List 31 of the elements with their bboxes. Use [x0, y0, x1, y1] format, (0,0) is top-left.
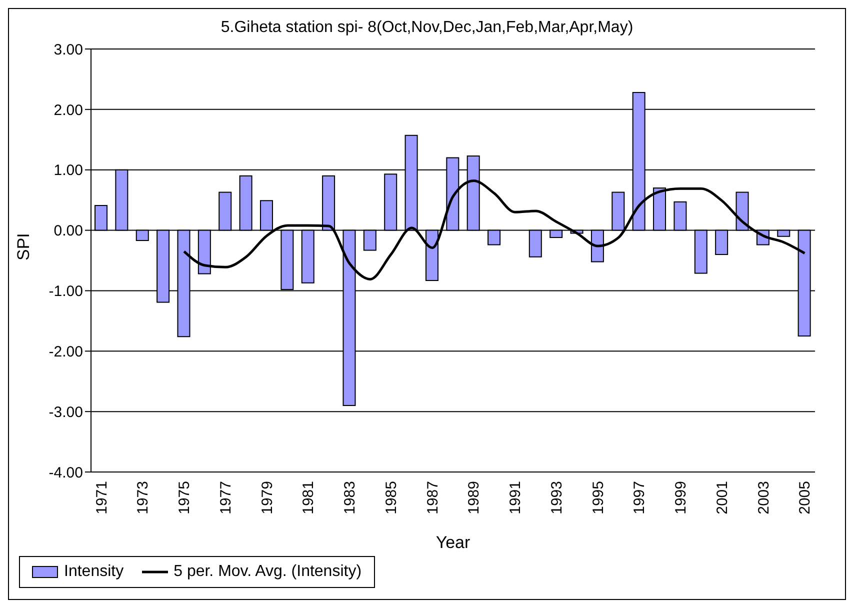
x-tick-label: 1987 [424, 481, 442, 514]
x-tick-label: 1991 [507, 481, 524, 514]
y-tick-label: 3.00 [54, 41, 83, 58]
legend-label: Intensity [64, 563, 124, 581]
x-tick-label: 1993 [548, 481, 566, 514]
x-tick-label: 1983 [342, 481, 359, 514]
y-axis-title: SPI [14, 233, 34, 260]
x-tick-label: 1997 [631, 481, 648, 514]
y-tick-label: -2.00 [48, 343, 83, 360]
x-tick-label: 2003 [755, 481, 772, 514]
legend-label: 5 per. Mov. Avg. (Intensity) [174, 563, 362, 581]
x-tick-label: 1977 [217, 481, 234, 514]
x-tick-label: 2001 [714, 481, 731, 514]
y-tick-label: 0.00 [54, 222, 83, 240]
y-tick-label: -1.00 [48, 283, 83, 300]
x-tick-label: 1973 [134, 481, 152, 514]
x-tick-label: 1999 [672, 481, 690, 514]
x-tick-label: 1995 [590, 481, 607, 514]
y-tick-label: -4.00 [48, 464, 83, 482]
x-tick-label: 1979 [258, 481, 276, 514]
x-tick-label: 1981 [300, 481, 318, 514]
x-tick-label: 1989 [466, 481, 483, 514]
y-tick-label: 1.00 [54, 162, 83, 180]
x-tick-label: 1975 [176, 481, 194, 514]
x-axis-title: Year [436, 533, 471, 552]
y-tick-label: -3.00 [48, 404, 83, 421]
y-tick-label: 2.00 [54, 102, 83, 119]
chart-title: 5.Giheta station spi- 8(Oct,Nov,Dec,Jan,Feb,Mar,Apr,May) [220, 19, 634, 37]
x-tick-label: 2005 [796, 481, 814, 514]
x-tick-label: 1971 [93, 481, 110, 514]
x-tick-label: 1985 [382, 481, 400, 514]
